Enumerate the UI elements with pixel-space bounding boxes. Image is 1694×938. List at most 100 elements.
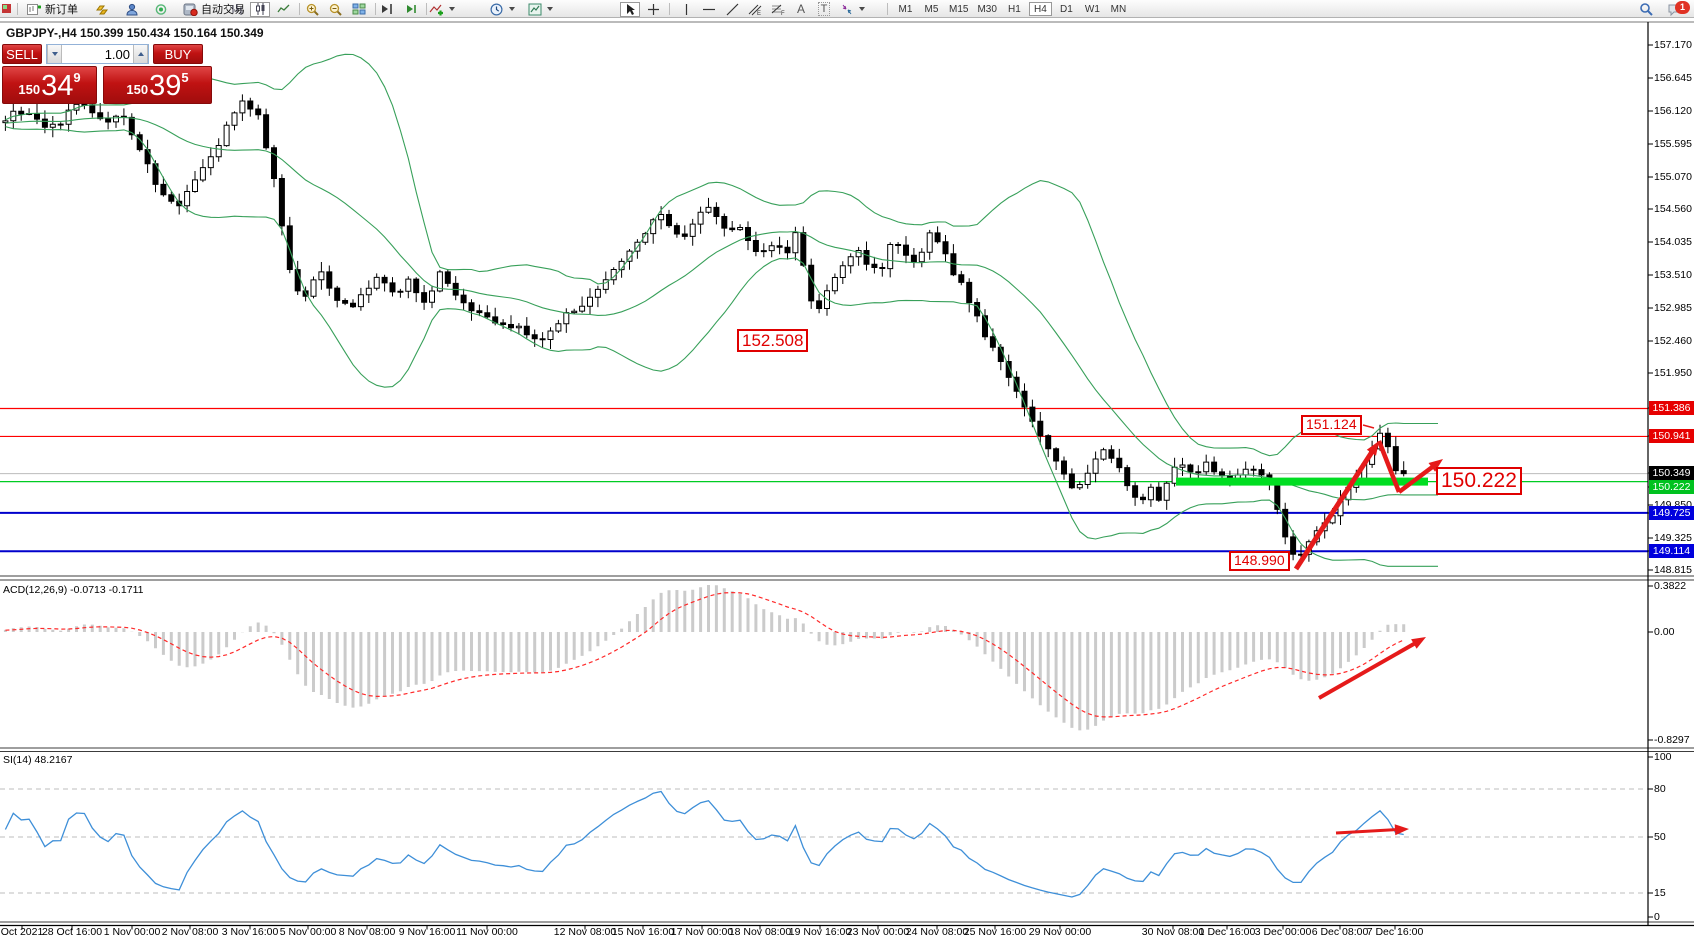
timeframe-m1[interactable]: M1 bbox=[894, 2, 917, 16]
label-tool-icon[interactable]: T bbox=[814, 2, 834, 17]
cursor-tool-icon[interactable] bbox=[620, 1, 640, 17]
dropdown-arrow-icon bbox=[547, 7, 553, 11]
zoom-group bbox=[303, 1, 379, 17]
time-axis-label: 30 Nov 08:00 bbox=[1141, 926, 1205, 938]
separator bbox=[426, 3, 427, 15]
add-indicator-button[interactable] bbox=[426, 2, 458, 17]
time-axis-label: 1 Dec 16:00 bbox=[1198, 926, 1256, 938]
autotrade-label: 自动交易 bbox=[201, 4, 245, 16]
deposit-button[interactable] bbox=[92, 2, 113, 17]
time-axis-label: 23 Nov 00:00 bbox=[846, 926, 910, 938]
chevron-down-icon bbox=[51, 52, 58, 56]
price-tick-label: 156.120 bbox=[1654, 105, 1692, 117]
sell-button[interactable]: SELL bbox=[2, 44, 42, 64]
new-order-label: 新订单 bbox=[45, 4, 78, 16]
search-icon[interactable] bbox=[1636, 2, 1656, 17]
period-button[interactable] bbox=[487, 2, 518, 17]
volume-decrease-button[interactable] bbox=[47, 45, 62, 63]
separator bbox=[299, 3, 300, 15]
time-axis-label: Oct 2021 bbox=[0, 926, 44, 938]
timeframe-mn[interactable]: MN bbox=[1107, 2, 1130, 16]
autotrade-button[interactable]: 自动交易 bbox=[180, 2, 248, 17]
price-badge-150.349: 150.349 bbox=[1649, 466, 1694, 480]
price-tick-label: 151.950 bbox=[1654, 367, 1692, 379]
arrows-tool-icon[interactable] bbox=[837, 2, 868, 17]
new-order-button[interactable]: 新订单 bbox=[24, 2, 81, 17]
buy-button[interactable]: BUY bbox=[153, 44, 203, 64]
autoscroll-icon[interactable] bbox=[400, 2, 420, 17]
price-tick-label: 157.170 bbox=[1654, 39, 1692, 51]
price-tick-label: 153.510 bbox=[1654, 269, 1692, 281]
zoom-in-icon[interactable] bbox=[303, 2, 323, 17]
price-callout-150.222[interactable]: 150.222 bbox=[1436, 467, 1522, 495]
tile-windows-icon[interactable] bbox=[349, 2, 369, 17]
template-button[interactable] bbox=[525, 2, 556, 17]
time-axis-label: 18 Nov 08:00 bbox=[728, 926, 792, 938]
rsi-indicator-label: SI(14) 48.2167 bbox=[3, 754, 73, 766]
dropdown-arrow-icon bbox=[859, 7, 865, 11]
zoom-out-icon[interactable] bbox=[326, 2, 346, 17]
vertical-line-tool-icon[interactable] bbox=[676, 2, 696, 17]
price-callout-148.990[interactable]: 148.990 bbox=[1229, 551, 1290, 571]
svg-text:F: F bbox=[781, 11, 785, 16]
timeframe-m5[interactable]: M5 bbox=[920, 2, 943, 16]
accounts-button[interactable] bbox=[122, 2, 142, 17]
timeframe-m15[interactable]: M15 bbox=[946, 2, 971, 16]
time-axis-label: 3 Dec 00:00 bbox=[1254, 926, 1312, 938]
macd-scale-label: -0.8297 bbox=[1654, 734, 1690, 746]
bar-chart-mode-button[interactable] bbox=[227, 2, 247, 17]
timeframe-group: M1 M5 M15 M30 H1 H4 D1 W1 MN bbox=[884, 1, 1130, 17]
timeframe-h1[interactable]: H1 bbox=[1003, 2, 1026, 16]
equidistant-channel-tool-icon[interactable]: E bbox=[745, 2, 765, 17]
time-axis-label: 3 Nov 16:00 bbox=[221, 926, 279, 938]
rsi-scale-label: 100 bbox=[1654, 751, 1672, 763]
price-callout-151.124[interactable]: 151.124 bbox=[1301, 415, 1362, 435]
time-axis-label: 29 Nov 00:00 bbox=[1028, 926, 1092, 938]
sell-price-button[interactable]: 150 34 9 bbox=[2, 66, 97, 104]
indicator-group bbox=[426, 1, 556, 17]
timeframe-m30[interactable]: M30 bbox=[974, 2, 999, 16]
text-tool-icon[interactable]: A bbox=[791, 2, 811, 17]
sell-price-prefix: 150 bbox=[18, 82, 41, 97]
signals-button[interactable] bbox=[151, 2, 171, 17]
timeframe-d1[interactable]: D1 bbox=[1055, 2, 1078, 16]
buy-price-prefix: 150 bbox=[126, 82, 149, 97]
time-axis-label: 28 Oct 16:00 bbox=[41, 926, 103, 938]
toolbar-right-group: 1 bbox=[1636, 0, 1690, 17]
macd-indicator-label: ACD(12,26,9) -0.0713 -0.1711 bbox=[3, 584, 144, 596]
price-callout-152.508[interactable]: 152.508 bbox=[737, 329, 809, 353]
timeframe-w1[interactable]: W1 bbox=[1081, 2, 1104, 16]
notifications-button[interactable]: 1 bbox=[1665, 0, 1690, 17]
drawing-tools-group: E F A T bbox=[620, 1, 868, 17]
svg-text:E: E bbox=[757, 11, 761, 16]
trendline-tool-icon[interactable] bbox=[722, 2, 742, 17]
buy-price-button[interactable]: 150 39 5 bbox=[103, 66, 212, 104]
price-tick-label: 155.595 bbox=[1654, 138, 1692, 150]
price-badge-149.725: 149.725 bbox=[1649, 506, 1694, 520]
crosshair-tool-icon[interactable] bbox=[643, 2, 663, 17]
separator bbox=[375, 3, 376, 15]
timeframe-h4[interactable]: H4 bbox=[1028, 2, 1052, 16]
fibonacci-tool-icon[interactable]: F bbox=[768, 2, 788, 17]
separator bbox=[669, 3, 670, 15]
price-tick-label: 152.985 bbox=[1654, 302, 1692, 314]
line-chart-mode-button[interactable] bbox=[273, 2, 293, 17]
price-axis[interactable]: 157.170 156.645 156.120 155.595 155.070 154.5… bbox=[1648, 22, 1694, 925]
price-tick-label: 154.560 bbox=[1654, 203, 1692, 215]
candlestick-mode-button[interactable] bbox=[250, 1, 270, 17]
time-axis-label: 19 Nov 16:00 bbox=[788, 926, 852, 938]
time-axis[interactable]: Oct 2021 28 Oct 16:00 1 Nov 00:00 2 Nov 08:… bbox=[0, 926, 1648, 938]
toolbar-left-group: 新订单 自动交易 bbox=[2, 1, 258, 17]
price-tick-label: 152.460 bbox=[1654, 335, 1692, 347]
macd-scale-label: 0.00 bbox=[1654, 626, 1675, 638]
volume-input[interactable] bbox=[62, 45, 133, 63]
chart-shift-icon[interactable] bbox=[377, 2, 397, 17]
buy-price-pip: 5 bbox=[181, 70, 189, 85]
rsi-scale-label: 15 bbox=[1654, 887, 1666, 899]
time-axis-label: 8 Nov 08:00 bbox=[338, 926, 396, 938]
horizontal-line-tool-icon[interactable] bbox=[699, 2, 719, 17]
price-badge-150.222: 150.222 bbox=[1649, 480, 1694, 494]
toolbar: 新订单 自动交易 bbox=[0, 0, 1694, 18]
volume-increase-button[interactable] bbox=[133, 45, 148, 63]
